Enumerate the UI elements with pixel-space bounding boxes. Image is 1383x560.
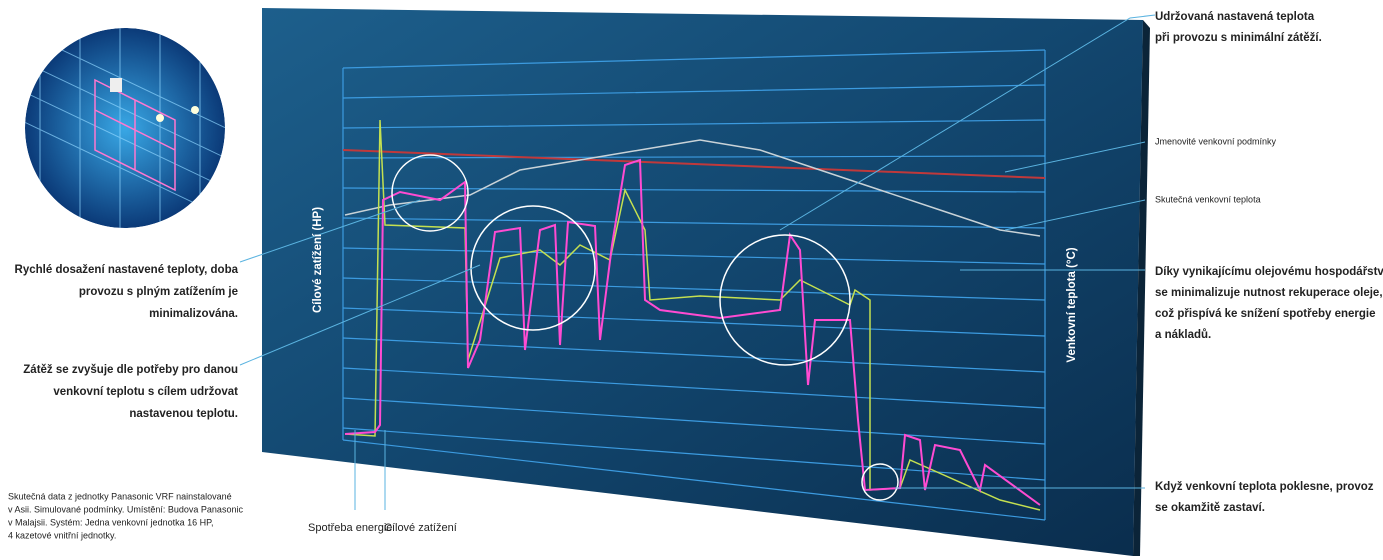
legend-load: Cílové zatížení <box>384 522 457 534</box>
footnote: 4 kazetové vnitřní jednotky. <box>8 530 116 540</box>
annotation-left: venkovní teplotu s cílem udržovat <box>53 386 238 398</box>
annotation-right: a nákladů. <box>1155 329 1211 341</box>
footnote: v Asii. Simulované podmínky. Umístění: B… <box>8 504 243 514</box>
annotation-right: Udržovaná nastavená teplota <box>1155 11 1315 23</box>
annotation-left: provozu s plným zatížením je <box>79 286 238 298</box>
annotation-right: Jmenovité venkovní podmínky <box>1155 136 1277 146</box>
legend-energy: Spotřeba energie <box>308 522 392 534</box>
annotation-right: se minimalizuje nutnost rekuperace oleje… <box>1155 287 1383 299</box>
grid <box>342 49 1046 521</box>
highlight-circles <box>391 154 899 501</box>
annotation-left: Zátěž se zvyšuje dle potřeby pro danou <box>23 364 238 376</box>
annotation-right: což přispívá ke snížení spotřeby energie <box>1155 308 1376 320</box>
leader-lines <box>239 14 1156 510</box>
annotation-right: Skutečná venkovní teplota <box>1155 194 1261 204</box>
footnote: Skutečná data z jednotky Panasonic VRF n… <box>8 491 232 501</box>
screen <box>262 8 1143 556</box>
left-axis-title: Cílové zatížení (HP) <box>312 207 324 313</box>
footnote: v Malajsii. Systém: Jedna venkovní jedno… <box>8 517 213 527</box>
rated-line <box>342 149 1046 179</box>
annotation-right: při provozu s minimální zátěží. <box>1155 32 1322 44</box>
right-axis-title: Venkovní teplota (°C) <box>1066 247 1078 362</box>
annotation-right: Díky vynikajícímu olejovému hospodářství <box>1155 266 1383 278</box>
energy <box>344 158 1041 506</box>
annotation-left: Rychlé dosažení nastavené teploty, doba <box>15 264 239 276</box>
annotation-left: nastavenou teplotu. <box>129 408 238 420</box>
annotation-right: se okamžitě zastaví. <box>1155 502 1265 514</box>
annotation-left: minimalizována. <box>149 308 238 320</box>
building-image <box>25 28 225 228</box>
annotation-right: Když venkovní teplota poklesne, provoz <box>1155 481 1374 493</box>
